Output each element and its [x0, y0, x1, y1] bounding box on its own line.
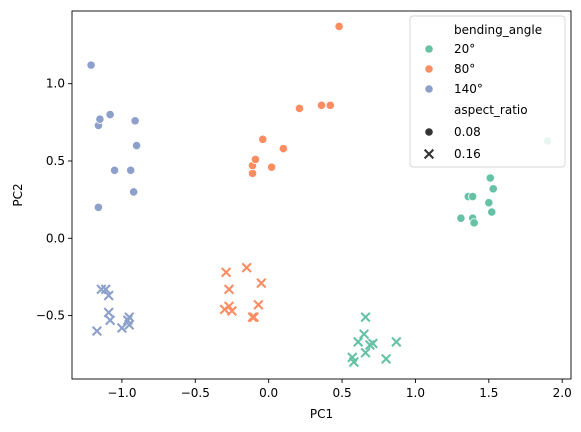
legend-marker — [424, 64, 434, 74]
data-point — [353, 336, 364, 347]
data-point — [468, 191, 478, 202]
legend-label: 140° — [454, 82, 483, 96]
data-point — [358, 329, 370, 340]
data-point — [247, 168, 258, 178]
data-point — [86, 60, 96, 70]
data-point — [294, 103, 305, 114]
legend-hue-title: bending_angle — [454, 23, 542, 37]
legend-label: 20° — [454, 42, 475, 56]
data-point — [256, 278, 267, 289]
data-point — [380, 353, 392, 364]
data-point — [103, 290, 114, 301]
data-point — [360, 347, 371, 358]
y-axis-label: PC2 — [11, 183, 25, 206]
data-point — [116, 322, 127, 334]
legend-label: 80° — [454, 62, 475, 76]
y-tick-label: 0.5 — [46, 154, 65, 168]
data-point — [485, 173, 495, 183]
y-tick-label: −0.5 — [36, 309, 65, 323]
data-point — [103, 307, 114, 318]
data-point — [334, 21, 344, 32]
legend: bending_angle aspect_ratio 20° 80° 140° 0.0… — [409, 15, 566, 168]
data-point — [95, 114, 105, 124]
legend-marker — [423, 148, 435, 160]
data-point — [100, 284, 111, 295]
legend-style-title: aspect_ratio — [454, 103, 528, 117]
y-tick-label: 1.0 — [46, 77, 65, 91]
data-point — [124, 319, 135, 330]
data-point — [223, 301, 235, 312]
x-tick-label: −1.0 — [107, 386, 136, 400]
data-point — [360, 312, 371, 323]
legend-marker — [424, 84, 434, 94]
data-point — [469, 218, 479, 228]
data-point — [278, 144, 288, 154]
data-point — [105, 315, 116, 326]
data-point — [93, 202, 104, 212]
data-point — [91, 325, 103, 337]
data-point — [488, 184, 498, 194]
plot-marks — [86, 21, 553, 368]
x-axis-label: PC1 — [310, 407, 333, 421]
data-point — [316, 100, 327, 110]
data-point — [487, 207, 497, 217]
data-point — [266, 162, 277, 172]
data-point — [130, 116, 140, 126]
data-point — [391, 336, 402, 347]
data-point — [248, 312, 260, 323]
data-point — [131, 140, 142, 151]
x-tick-label: −0.5 — [181, 386, 210, 400]
y-tick-label: 0.0 — [46, 231, 65, 245]
x-axis: −1.0 −0.5 0.0 0.5 1.0 1.5 2.0 — [107, 379, 572, 400]
y-axis: −0.5 0.0 0.5 1.0 — [36, 77, 72, 323]
x-tick-label: 0.0 — [259, 386, 278, 400]
data-point — [241, 262, 252, 273]
x-tick-label: 2.0 — [553, 386, 572, 400]
x-tick-label: 1.0 — [406, 386, 425, 400]
data-point — [105, 109, 115, 120]
legend-label: 0.08 — [454, 125, 481, 139]
data-point — [250, 154, 261, 165]
legend-label: 0.16 — [454, 147, 481, 161]
data-point — [124, 312, 135, 323]
x-tick-label: 0.5 — [333, 386, 352, 400]
data-point — [325, 100, 335, 110]
data-point — [367, 338, 378, 349]
data-point — [221, 267, 232, 278]
plot-frame — [71, 10, 572, 380]
data-point — [126, 165, 136, 175]
data-point — [129, 187, 139, 197]
data-point — [223, 284, 235, 295]
data-point — [456, 213, 466, 223]
data-point — [253, 299, 264, 310]
data-point — [226, 305, 238, 317]
data-point — [348, 356, 359, 368]
legend-marker — [424, 127, 434, 137]
data-point — [109, 165, 120, 175]
legend-marker — [424, 44, 434, 54]
x-tick-label: 1.5 — [479, 386, 498, 400]
data-point — [258, 134, 268, 144]
legend-box — [409, 15, 566, 168]
data-point — [484, 198, 494, 208]
